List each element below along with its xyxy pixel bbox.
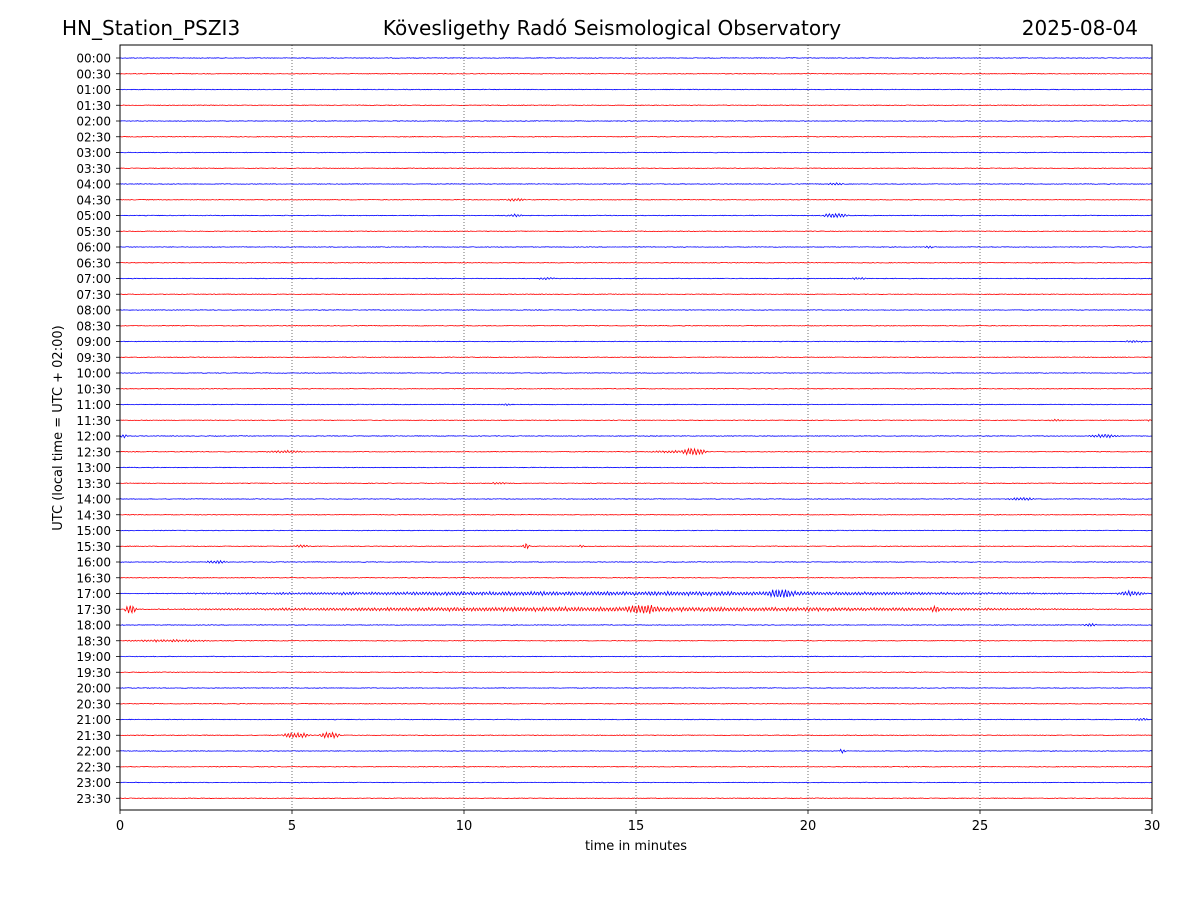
trace-0030 [119, 72, 1153, 75]
y-tick-label: 21:00 [76, 713, 111, 727]
y-tick-label: 16:30 [76, 571, 111, 585]
y-tick-label: 15:30 [76, 540, 111, 554]
y-tick-label: 18:30 [76, 634, 111, 648]
trace-1830 [119, 638, 1153, 643]
trace-2300 [119, 781, 1153, 784]
y-tick-label: 17:00 [76, 587, 111, 601]
y-tick-label: 11:00 [76, 398, 111, 412]
y-tick-label: 19:00 [76, 650, 111, 664]
y-tick-label: 23:00 [76, 776, 111, 790]
x-tick-label: 25 [972, 819, 989, 834]
trace-0630 [119, 261, 1153, 264]
y-tick-label: 04:00 [76, 178, 111, 192]
trace-1430 [119, 514, 1153, 516]
chart-title: Kövesligethy Radó Seismological Observat… [382, 16, 842, 40]
trace-1730 [119, 604, 1153, 615]
y-tick-label: 03:00 [76, 146, 111, 160]
trace-1200 [119, 433, 1153, 439]
x-tick-label: 30 [1144, 819, 1161, 834]
trace-1700 [119, 589, 1153, 599]
chart-date: 2025-08-04 [1021, 16, 1138, 40]
trace-1900 [119, 655, 1153, 658]
y-tick-label: 11:30 [76, 414, 111, 428]
y-tick-label: 20:30 [76, 697, 111, 711]
y-tick-label: 02:00 [76, 115, 111, 129]
y-tick-label: 05:30 [76, 225, 111, 239]
y-tick-label: 09:30 [76, 351, 111, 365]
trace-0700 [119, 276, 1153, 281]
y-tick-label: 10:30 [76, 382, 111, 396]
y-tick-label: 12:30 [76, 445, 111, 459]
trace-0500 [119, 212, 1153, 219]
y-tick-label: 05:00 [76, 209, 111, 223]
y-tick-label: 14:00 [76, 493, 111, 507]
trace-1100 [119, 403, 1153, 407]
y-tick-label: 19:30 [76, 666, 111, 680]
y-tick-label: 01:00 [76, 83, 111, 97]
trace-2230 [119, 765, 1153, 768]
y-tick-label: 23:30 [76, 792, 111, 806]
y-tick-label: 07:30 [76, 288, 111, 302]
trace-2030 [119, 702, 1153, 705]
y-tick-label: 20:00 [76, 682, 111, 696]
trace-1300 [119, 466, 1153, 469]
trace-0300 [119, 151, 1153, 154]
x-tick-label: 0 [116, 819, 124, 834]
y-tick-label: 02:30 [76, 130, 111, 144]
y-tick-label: 21:30 [76, 729, 111, 743]
station-name: HN_Station_PSZI3 [62, 16, 241, 40]
y-tick-label: 04:30 [76, 193, 111, 207]
y-tick-label: 09:00 [76, 335, 111, 349]
trace-0600 [119, 245, 1153, 249]
y-tick-label: 08:30 [76, 319, 111, 333]
x-tick-label: 5 [288, 819, 296, 834]
y-tick-label: 13:00 [76, 461, 111, 475]
vertical-grid [291, 45, 981, 810]
y-tick-label: 12:00 [76, 430, 111, 444]
y-tick-label: 08:00 [76, 304, 111, 318]
x-tick-label: 15 [628, 819, 645, 834]
y-tick-label: 18:00 [76, 619, 111, 633]
trace-0230 [119, 135, 1153, 138]
trace-2100 [119, 718, 1153, 722]
y-tick-label: 22:00 [76, 745, 111, 759]
trace-0830 [119, 324, 1153, 327]
x-axis-label: time in minutes [585, 839, 687, 854]
x-tick-labels: 0 5 10 15 20 25 30 [116, 810, 1160, 834]
trace-0430 [119, 197, 1153, 202]
y-axis-label: UTC (local time = UTC + 02:00) [51, 325, 66, 530]
trace-1030 [119, 387, 1153, 390]
y-tick-label: 16:00 [76, 556, 111, 570]
plot-frame [119, 44, 1153, 811]
y-tick-label: 15:00 [76, 524, 111, 538]
trace-1630 [119, 576, 1153, 579]
y-tick-label: 06:30 [76, 256, 111, 270]
y-tick-label: 14:30 [76, 508, 111, 522]
y-tick-label: 03:30 [76, 162, 111, 176]
trace-2200 [119, 748, 1153, 754]
y-tick-label: 00:30 [76, 67, 111, 81]
trace-1500 [119, 529, 1153, 532]
y-tick-label: 13:30 [76, 477, 111, 491]
y-tick-label: 06:00 [76, 241, 111, 255]
y-tick-label: 00:00 [76, 52, 111, 66]
trace-0100 [119, 88, 1153, 91]
y-tick-label: 22:30 [76, 760, 111, 774]
y-tick-label: 17:30 [76, 603, 111, 617]
x-tick-label: 10 [456, 819, 473, 834]
y-tick-label: 01:30 [76, 99, 111, 113]
trace-0900 [119, 340, 1153, 344]
trace-1230 [119, 447, 1153, 456]
x-tick-label: 20 [800, 819, 817, 834]
y-tick-label: 07:00 [76, 272, 111, 286]
y-tick-label: 10:00 [76, 367, 111, 381]
